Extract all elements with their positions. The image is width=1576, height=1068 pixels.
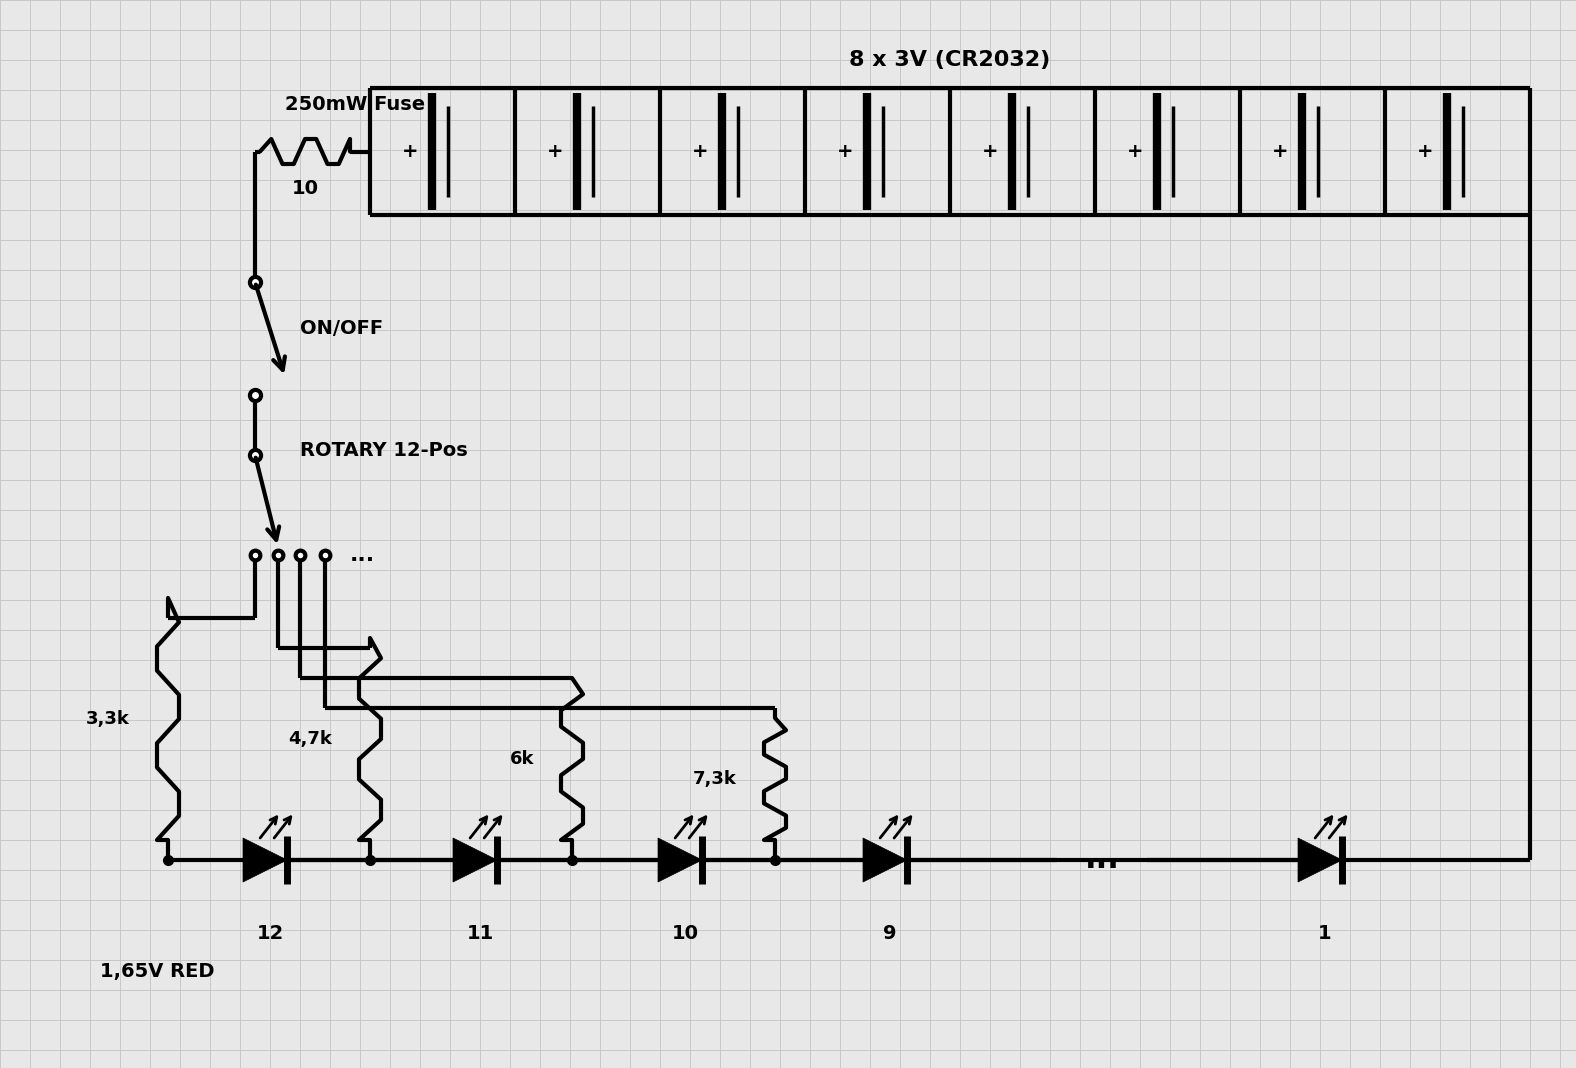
Polygon shape — [1299, 838, 1343, 882]
Polygon shape — [452, 838, 496, 882]
Text: +: + — [1127, 142, 1144, 161]
Text: 8 x 3V (CR2032): 8 x 3V (CR2032) — [849, 50, 1051, 70]
Text: +: + — [1272, 142, 1289, 161]
Polygon shape — [864, 838, 908, 882]
Text: 7,3k: 7,3k — [693, 770, 738, 788]
Text: 4,7k: 4,7k — [288, 731, 333, 748]
Polygon shape — [659, 838, 701, 882]
Text: 250mW Fuse: 250mW Fuse — [285, 94, 426, 113]
Text: ...: ... — [350, 545, 375, 565]
Text: ...: ... — [1084, 846, 1121, 875]
Text: 9: 9 — [883, 924, 897, 943]
Text: 6k: 6k — [509, 750, 534, 768]
Text: +: + — [547, 142, 564, 161]
Text: 1: 1 — [1318, 924, 1332, 943]
Text: 10: 10 — [671, 924, 698, 943]
Text: ON/OFF: ON/OFF — [299, 319, 383, 337]
Text: 1,65V RED: 1,65V RED — [99, 962, 214, 981]
Text: 11: 11 — [466, 924, 493, 943]
Text: ROTARY 12-Pos: ROTARY 12-Pos — [299, 440, 468, 459]
Text: 3,3k: 3,3k — [87, 710, 129, 728]
Polygon shape — [243, 838, 287, 882]
Text: +: + — [402, 142, 419, 161]
Text: 12: 12 — [257, 924, 284, 943]
Text: 10: 10 — [292, 179, 318, 199]
Text: +: + — [982, 142, 999, 161]
Text: +: + — [837, 142, 854, 161]
Text: +: + — [692, 142, 709, 161]
Text: +: + — [1417, 142, 1434, 161]
